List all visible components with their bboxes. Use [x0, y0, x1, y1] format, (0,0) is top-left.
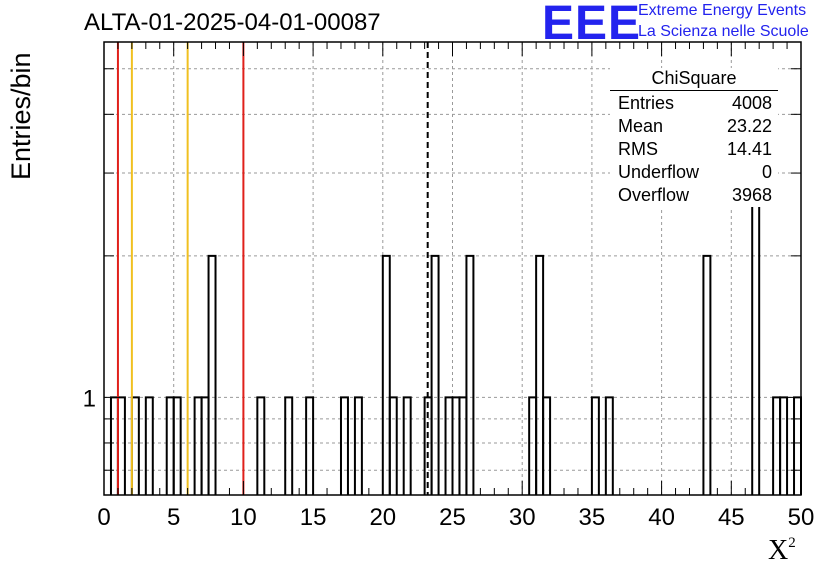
stats-row-rms: RMS 14.41 — [610, 138, 778, 161]
histogram-bar — [116, 396, 126, 495]
x-tick-label: 30 — [509, 504, 536, 531]
stats-row-underflow: Underflow 0 — [610, 161, 778, 184]
histogram-bar — [430, 254, 440, 495]
histogram-bar — [353, 396, 363, 495]
histogram-bar — [702, 254, 712, 495]
stats-value: 14.41 — [726, 139, 772, 159]
histogram-bar — [388, 396, 398, 495]
histogram-bar — [451, 396, 461, 495]
y-tick-label: 1 — [83, 385, 96, 412]
histogram-bar — [542, 396, 552, 495]
logo-line-2: La Scienza nelle Scuole — [638, 23, 809, 40]
histogram-bar — [458, 396, 468, 495]
x-tick-label: 10 — [230, 504, 257, 531]
histogram-bar — [793, 396, 802, 495]
histogram-bar — [130, 396, 140, 495]
logo-line-1: Extreme Energy Events — [638, 2, 807, 19]
histogram-bar — [207, 254, 217, 495]
x-axis-label-sup: 2 — [788, 535, 796, 551]
stats-label: Mean — [618, 116, 664, 136]
histogram-bar — [528, 396, 538, 495]
x-tick-label: 20 — [369, 504, 396, 531]
histogram-bar — [339, 396, 349, 495]
histogram-bar — [284, 396, 294, 495]
x-tick-label: 15 — [300, 504, 327, 531]
stats-row-mean: Mean 23.22 — [610, 115, 778, 138]
x-tick-label: 25 — [439, 504, 466, 531]
histogram-bar — [109, 396, 119, 495]
stats-label: RMS — [618, 139, 658, 159]
histogram-bar — [402, 396, 412, 495]
histogram-bar — [590, 396, 600, 495]
stats-label: Entries — [618, 93, 675, 113]
stats-value: 4008 — [731, 93, 772, 113]
histogram-bar — [465, 254, 475, 495]
histogram-bar — [604, 396, 614, 495]
stats-value: 0 — [761, 162, 772, 182]
y-axis-label: Entries/bin — [6, 52, 36, 180]
tick-labels: 0 5 10 15 20 25 30 35 40 45 50 1 — [83, 385, 815, 531]
stats-title: ChiSquare — [610, 68, 778, 91]
histogram-bar — [444, 396, 454, 495]
stats-box: ChiSquare Entries 4008 Mean 23.22 RMS 14.41… — [610, 68, 778, 207]
stats-value: 23.22 — [726, 116, 772, 136]
histogram-bar — [200, 396, 210, 495]
histogram-bar — [144, 396, 154, 495]
histogram-bar — [172, 396, 182, 495]
x-tick-label: 40 — [648, 504, 675, 531]
x-tick-label: 45 — [718, 504, 745, 531]
histogram-bar — [772, 396, 782, 495]
x-tick-label: 5 — [167, 504, 180, 531]
x-tick-label: 50 — [788, 504, 815, 531]
stats-value: 3968 — [731, 185, 772, 205]
histogram-bar — [193, 396, 203, 495]
x-tick-label: 35 — [579, 504, 606, 531]
stats-label: Overflow — [618, 185, 690, 205]
x-axis-label: X2 — [768, 535, 796, 567]
chart-title: ALTA-01-2025-04-01-00087 — [84, 9, 381, 36]
histogram-bar — [256, 396, 266, 495]
histogram-bar — [305, 396, 315, 495]
stats-row-entries: Entries 4008 — [610, 92, 778, 115]
x-axis-label-base: X — [768, 535, 789, 566]
stats-label: Underflow — [618, 162, 700, 182]
stats-row-overflow: Overflow 3968 — [610, 184, 778, 207]
histogram-bar — [779, 396, 789, 495]
x-tick-label: 0 — [97, 504, 110, 531]
histogram-bar — [535, 254, 545, 495]
eee-logo: EEE — [542, 0, 642, 50]
histogram-bar — [381, 254, 391, 495]
reference-lines — [116, 42, 429, 495]
histogram-bar — [165, 396, 175, 495]
axes — [103, 41, 802, 496]
